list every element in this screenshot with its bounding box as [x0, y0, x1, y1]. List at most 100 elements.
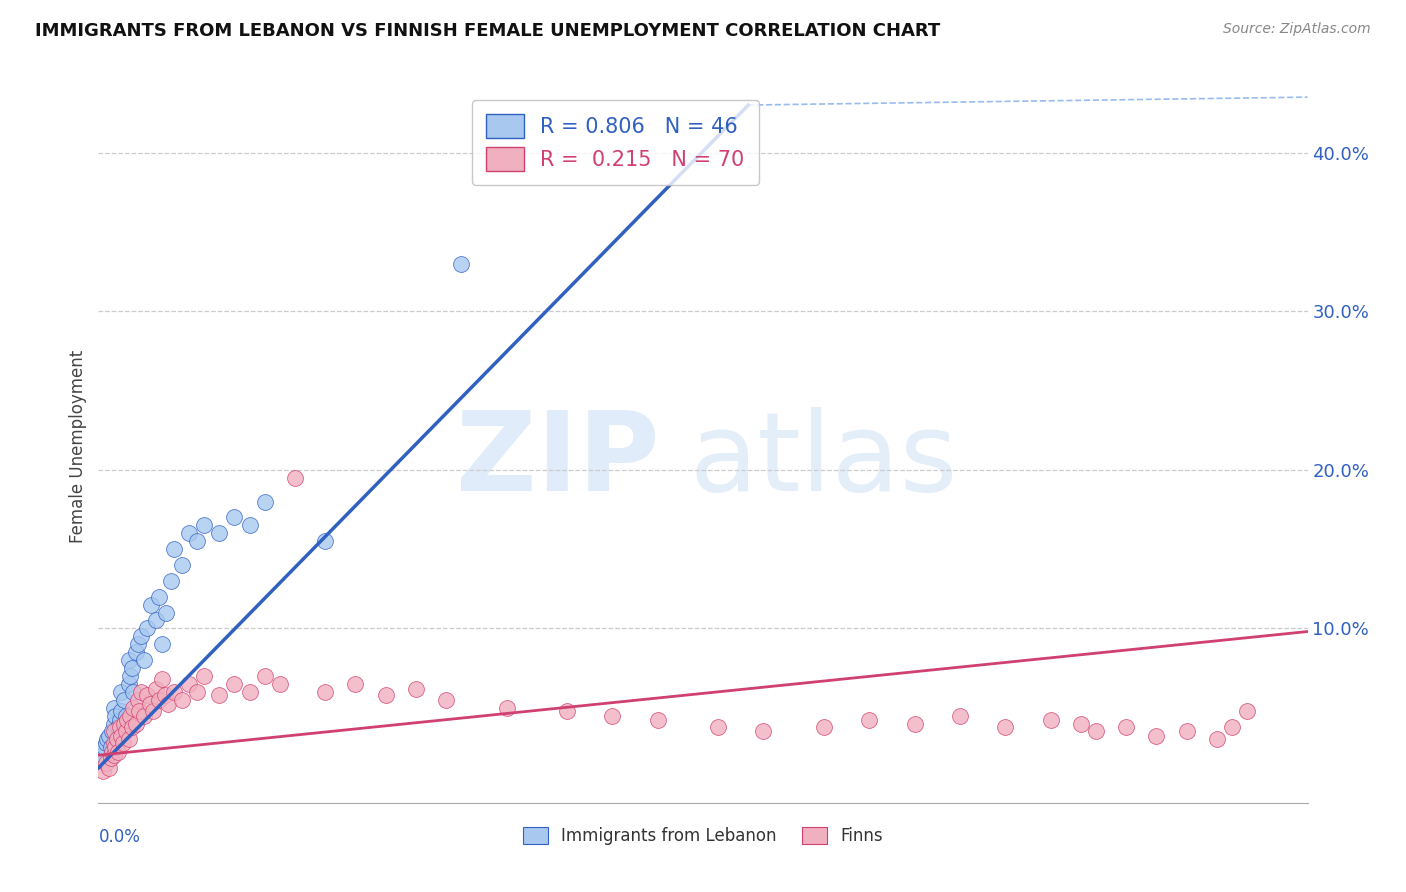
- Point: [949, 708, 972, 723]
- Point: [94, 735, 117, 749]
- Point: [179, 526, 201, 541]
- Point: [150, 672, 173, 686]
- Point: [100, 751, 122, 765]
- Point: [125, 716, 148, 731]
- Point: [135, 621, 157, 635]
- Point: [121, 661, 143, 675]
- Point: [114, 724, 136, 739]
- Point: [602, 708, 624, 723]
- Point: [105, 732, 128, 747]
- Point: [91, 764, 114, 778]
- Point: [148, 692, 170, 706]
- Point: [224, 510, 246, 524]
- Point: [405, 681, 427, 696]
- Point: [1236, 704, 1258, 718]
- Point: [193, 669, 215, 683]
- Point: [91, 748, 114, 763]
- Point: [314, 685, 336, 699]
- Point: [495, 700, 517, 714]
- Point: [208, 526, 231, 541]
- Point: [112, 692, 135, 706]
- Point: [139, 698, 162, 712]
- Point: [647, 714, 669, 728]
- Point: [132, 708, 155, 723]
- Point: [120, 708, 142, 723]
- Point: [120, 669, 142, 683]
- Y-axis label: Female Unemployment: Female Unemployment: [69, 350, 87, 542]
- Point: [186, 534, 208, 549]
- Point: [434, 692, 457, 706]
- Point: [105, 732, 128, 747]
- Text: 0.0%: 0.0%: [98, 828, 141, 846]
- Point: [128, 704, 150, 718]
- Point: [1144, 729, 1167, 743]
- Point: [103, 716, 125, 731]
- Point: [115, 716, 138, 731]
- Point: [107, 745, 129, 759]
- Point: [145, 681, 167, 696]
- Point: [160, 574, 183, 588]
- Point: [101, 724, 124, 739]
- Point: [115, 714, 138, 728]
- Point: [141, 598, 163, 612]
- Point: [1085, 724, 1108, 739]
- Point: [170, 692, 193, 706]
- Point: [103, 700, 125, 714]
- Point: [155, 606, 177, 620]
- Text: ZIP: ZIP: [456, 407, 659, 514]
- Point: [153, 688, 176, 702]
- Point: [122, 700, 145, 714]
- Point: [104, 708, 127, 723]
- Point: [93, 740, 115, 755]
- Point: [104, 740, 127, 755]
- Point: [103, 735, 125, 749]
- Point: [284, 471, 307, 485]
- Text: IMMIGRANTS FROM LEBANON VS FINNISH FEMALE UNEMPLOYMENT CORRELATION CHART: IMMIGRANTS FROM LEBANON VS FINNISH FEMAL…: [35, 22, 941, 40]
- Point: [94, 756, 117, 771]
- Point: [163, 685, 186, 699]
- Point: [103, 748, 125, 763]
- Point: [813, 720, 835, 734]
- Point: [314, 534, 336, 549]
- Point: [193, 518, 215, 533]
- Point: [179, 677, 201, 691]
- Point: [752, 724, 775, 739]
- Point: [108, 720, 131, 734]
- Point: [148, 590, 170, 604]
- Point: [1039, 714, 1062, 728]
- Point: [118, 732, 141, 747]
- Point: [129, 629, 152, 643]
- Point: [129, 685, 152, 699]
- Point: [150, 637, 173, 651]
- Point: [118, 677, 141, 691]
- Point: [269, 677, 291, 691]
- Text: Source: ZipAtlas.com: Source: ZipAtlas.com: [1223, 22, 1371, 37]
- Point: [1070, 716, 1092, 731]
- Point: [110, 685, 132, 699]
- Point: [107, 720, 129, 734]
- Point: [344, 677, 367, 691]
- Point: [1206, 732, 1229, 747]
- Legend: Immigrants from Lebanon, Finns: Immigrants from Lebanon, Finns: [516, 820, 890, 852]
- Point: [132, 653, 155, 667]
- Point: [111, 735, 134, 749]
- Point: [127, 637, 149, 651]
- Point: [1220, 720, 1243, 734]
- Text: atlas: atlas: [690, 407, 957, 514]
- Point: [163, 542, 186, 557]
- Point: [253, 494, 276, 508]
- Point: [118, 653, 141, 667]
- Point: [110, 729, 132, 743]
- Point: [98, 729, 121, 743]
- Point: [224, 677, 246, 691]
- Point: [111, 724, 134, 739]
- Point: [121, 720, 143, 734]
- Point: [127, 692, 149, 706]
- Point: [239, 685, 262, 699]
- Point: [96, 732, 118, 747]
- Point: [135, 688, 157, 702]
- Point: [253, 669, 276, 683]
- Point: [858, 714, 880, 728]
- Point: [707, 720, 730, 734]
- Point: [1115, 720, 1137, 734]
